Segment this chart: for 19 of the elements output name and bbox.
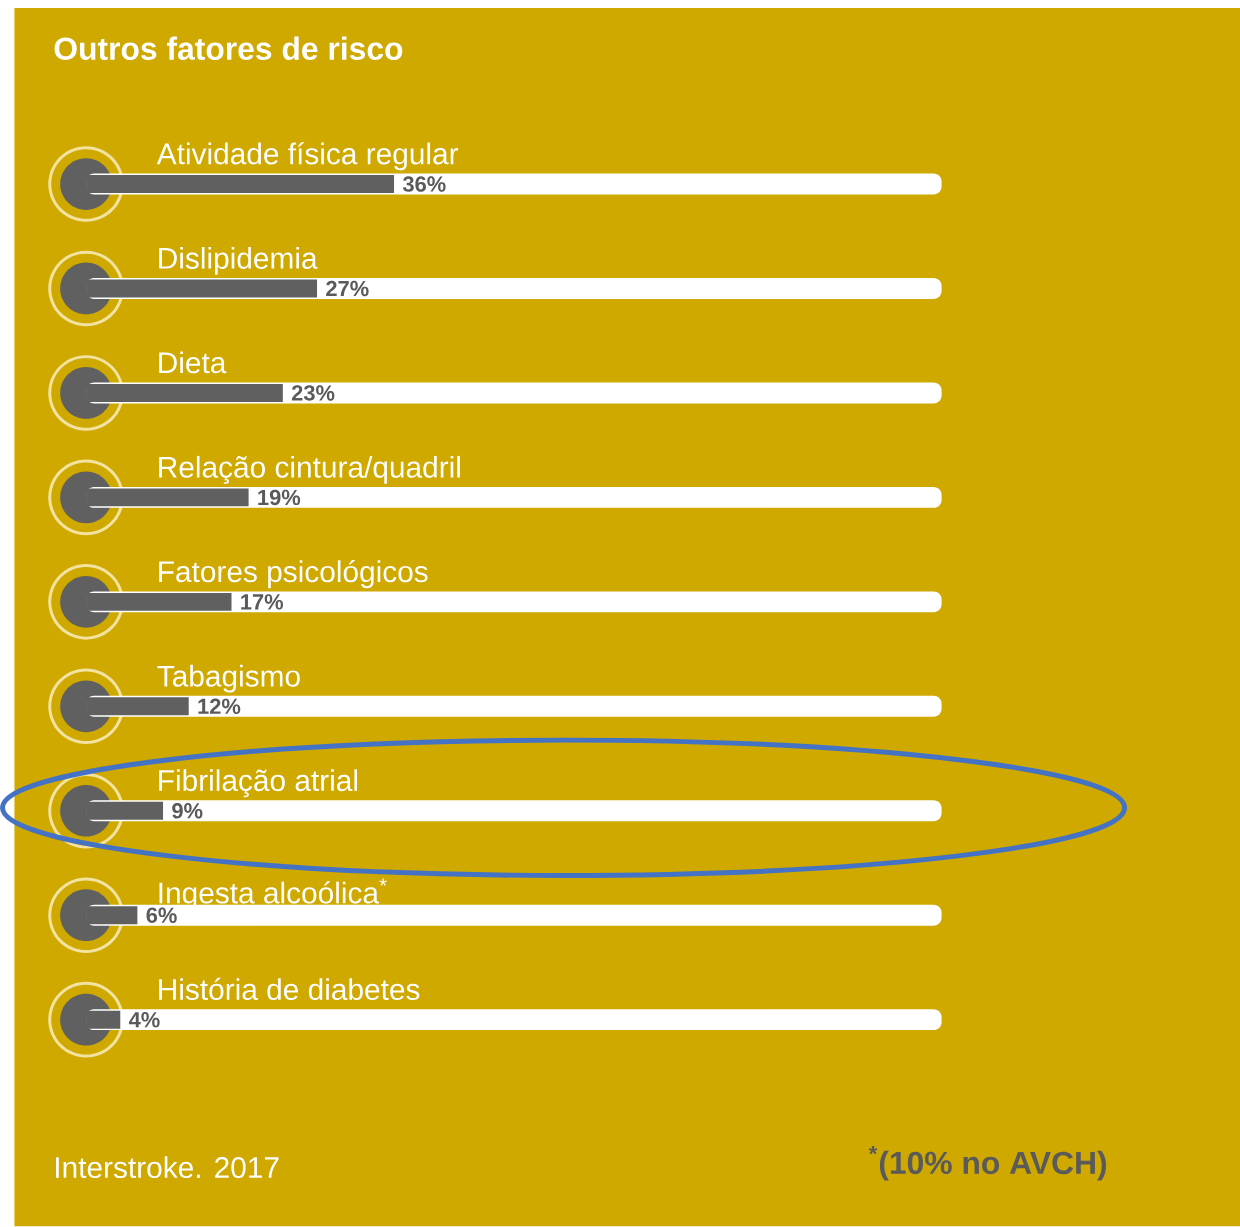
data-label: 4% [128, 1012, 160, 1028]
y-tick-label: Fibrilação atrial [159, 769, 358, 798]
data-label: 9% [172, 803, 203, 819]
data-label: 12% [198, 698, 241, 715]
data-label: 17% [241, 594, 284, 610]
y-tick-label: Dislipidemia [159, 247, 318, 275]
data-label: 19% [258, 489, 301, 506]
y-tick-label: Dieta [159, 351, 227, 374]
data-label: 23% [291, 385, 335, 401]
y-tick-label: Atividade física regular [156, 142, 459, 171]
y-tick-label: História de diabetes [159, 978, 420, 1001]
chart-title: Outros fatores de risco [54, 36, 403, 61]
y-tick-label: Tabagismo [157, 665, 300, 693]
text: Interstroke. 2017 [56, 1156, 279, 1179]
y-tick-label: Relação cintura/quadril [159, 456, 460, 485]
text: $^{*}$(10% no AVCH) [868, 1146, 1107, 1181]
y-tick-label: Fatores psicológicos [159, 560, 428, 589]
data-label: 36% [402, 176, 446, 193]
data-label: 27% [326, 281, 369, 297]
